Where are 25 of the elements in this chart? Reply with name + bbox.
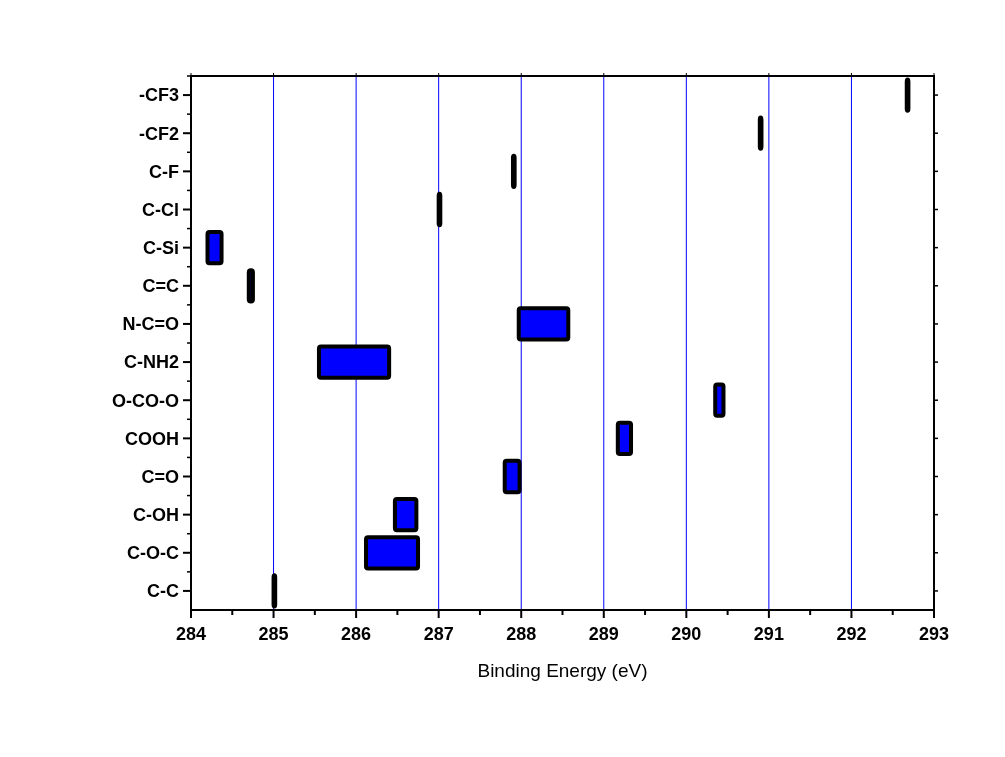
y-tick-label: C-Cl bbox=[142, 199, 179, 220]
y-tick-label: C-F bbox=[149, 161, 179, 182]
x-tick-label: 286 bbox=[341, 624, 372, 644]
y-tick-label: C-NH2 bbox=[123, 352, 179, 373]
y-tick-label: C-C bbox=[147, 581, 179, 602]
y-tick-label: C=O bbox=[141, 466, 179, 487]
y-tick-label: COOH bbox=[125, 428, 179, 449]
y-tick-label: C-Si bbox=[143, 237, 179, 258]
x-tick-label: 292 bbox=[836, 624, 867, 644]
x-tick-label: 291 bbox=[753, 624, 784, 644]
x-tick-label: 293 bbox=[918, 624, 950, 644]
y-tick-label: C=C bbox=[142, 276, 179, 297]
x-tick-label: 290 bbox=[671, 624, 702, 644]
x-tick-label: 285 bbox=[258, 624, 289, 644]
x-tick-label: 289 bbox=[588, 624, 619, 644]
y-tick-label: O-CO-O bbox=[112, 390, 179, 411]
x-tick-label: 287 bbox=[423, 624, 454, 644]
y-tick-label: C-OH bbox=[133, 504, 179, 525]
y-tick-label: C-O-C bbox=[127, 543, 179, 564]
y-tick-label: N-C=O bbox=[122, 314, 179, 335]
x-tick-label: 288 bbox=[506, 624, 537, 644]
x-axis-title: Binding Energy (eV) bbox=[477, 660, 648, 681]
y-tick-label: -CF3 bbox=[139, 85, 179, 106]
y-tick-label: -CF2 bbox=[139, 123, 179, 144]
x-tick-label: 284 bbox=[175, 624, 207, 644]
